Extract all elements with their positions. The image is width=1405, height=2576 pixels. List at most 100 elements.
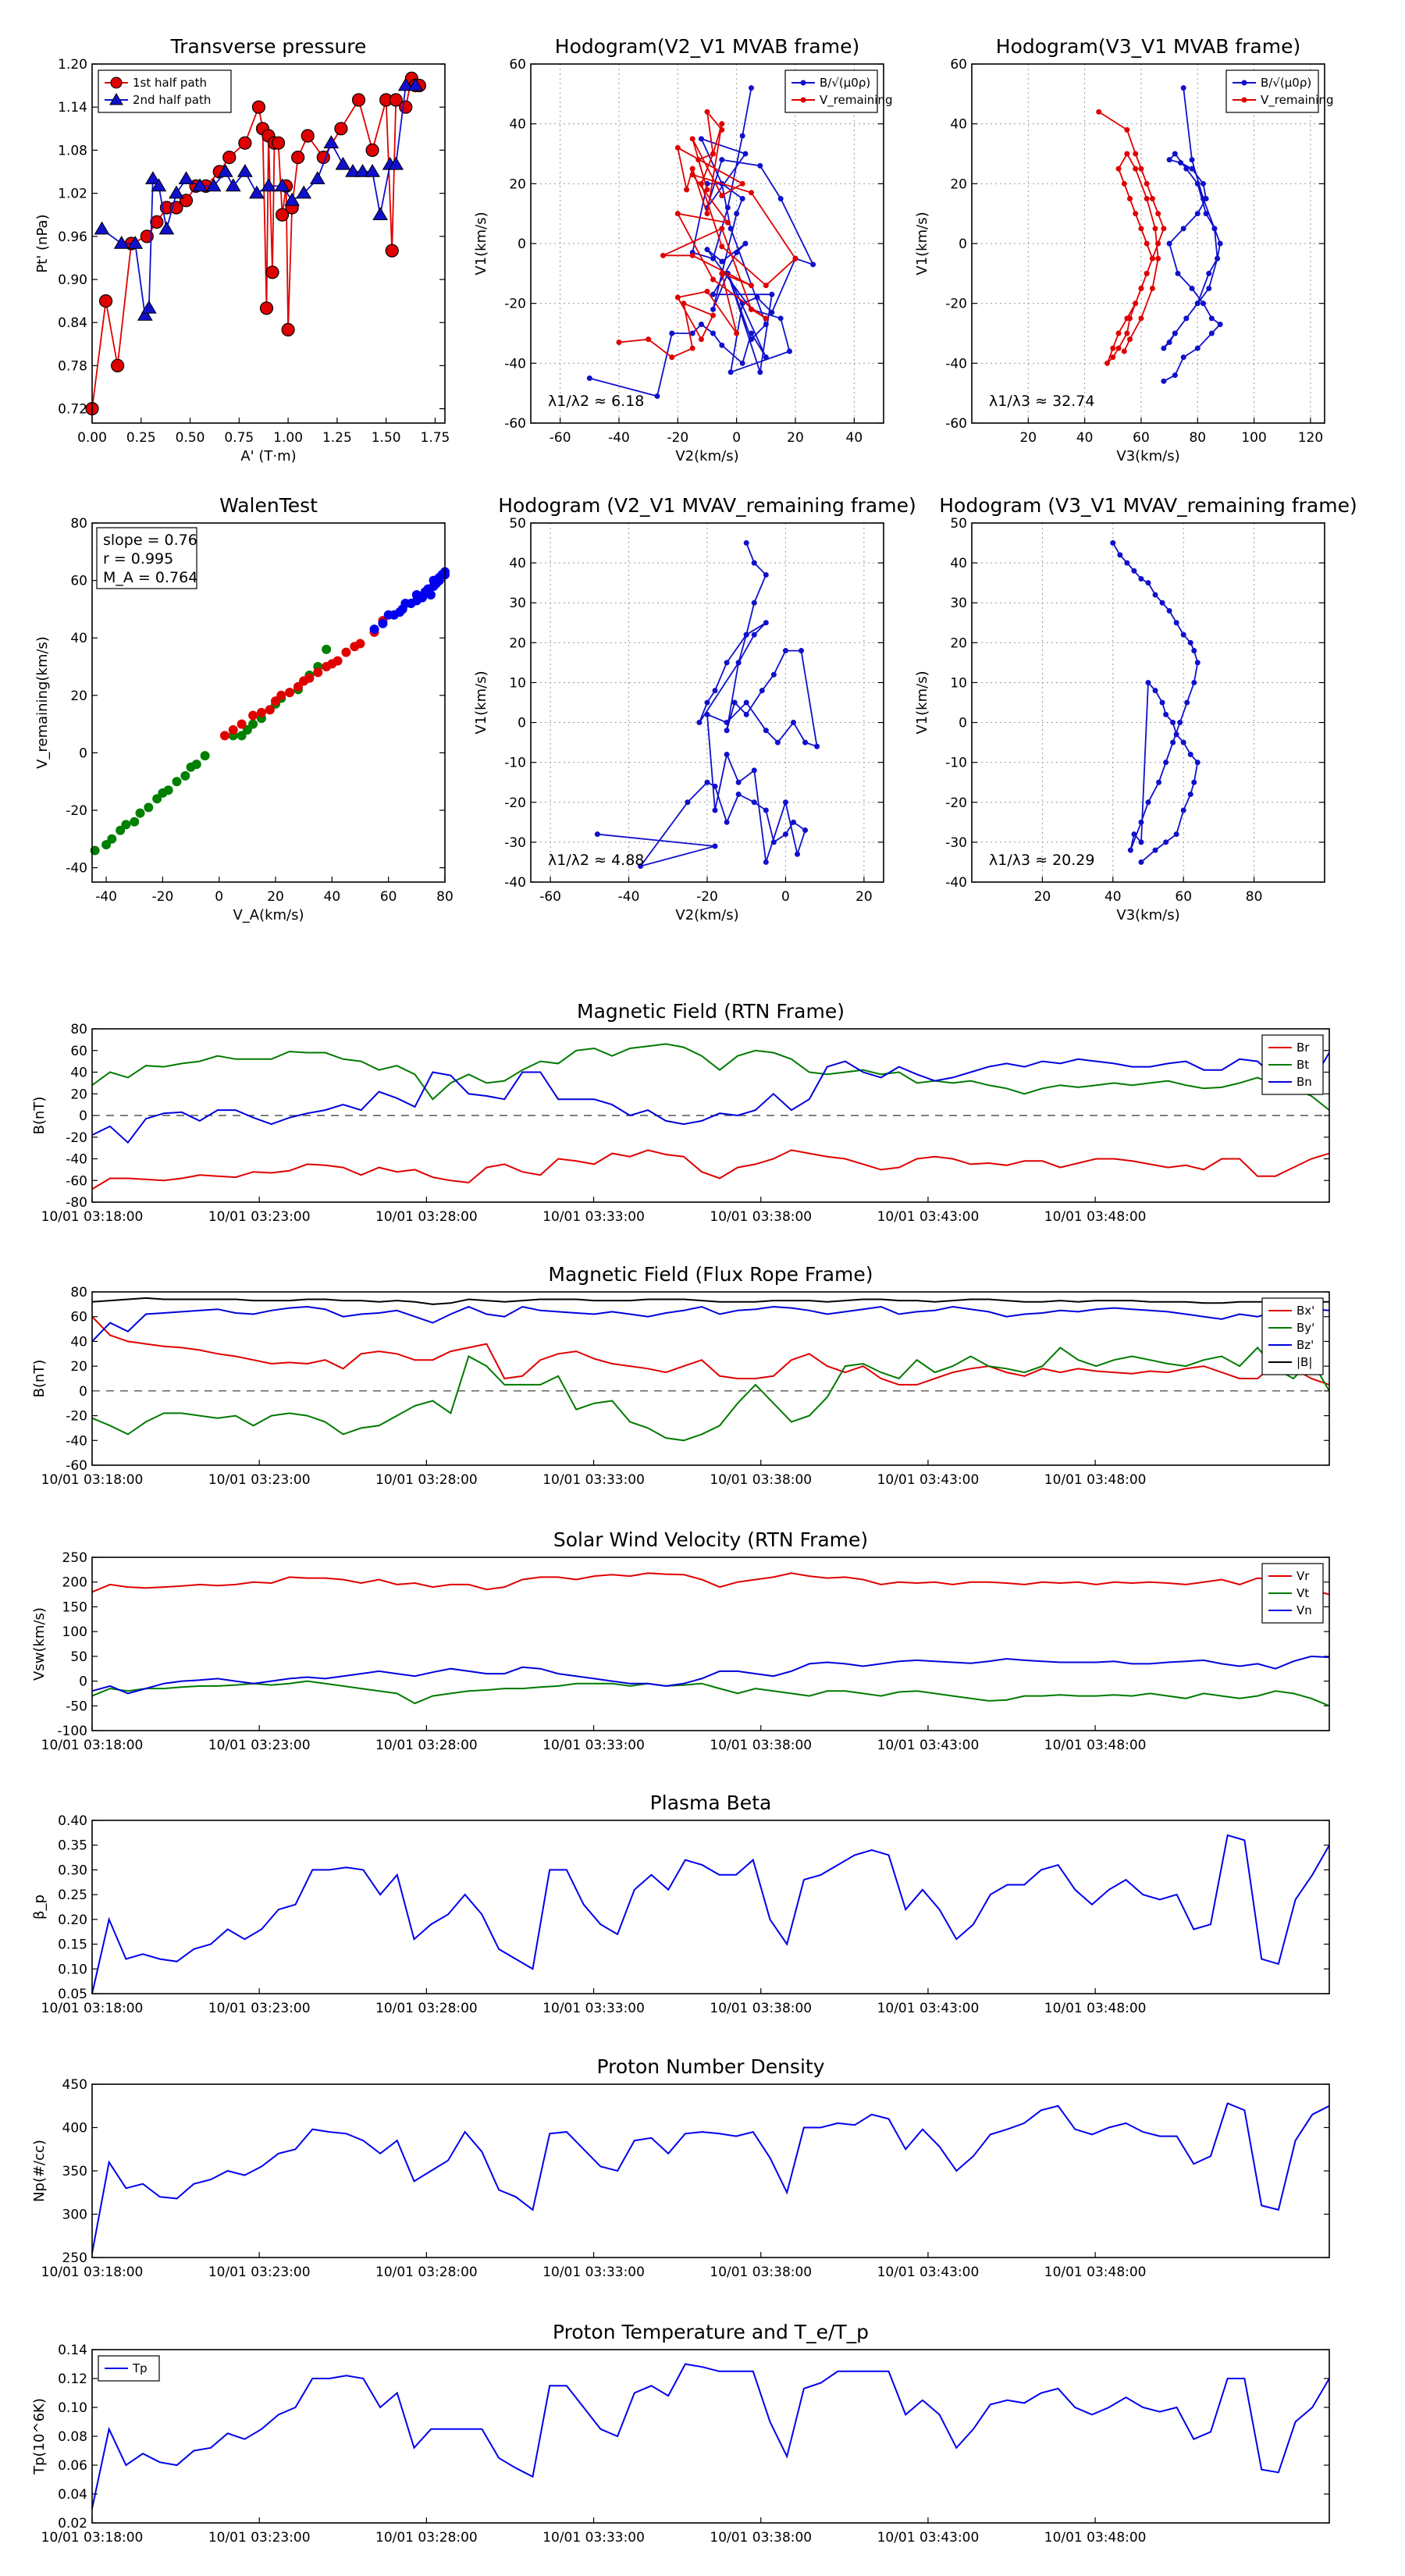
axis-frame [91, 2083, 1330, 2258]
data-point [1131, 831, 1137, 838]
y-tick-label: 60 [950, 57, 967, 73]
data-point [724, 720, 730, 726]
axis-frame [530, 63, 884, 424]
data-point [1200, 180, 1207, 187]
data-point [1117, 552, 1123, 558]
y-tick-label: 20 [70, 1359, 87, 1375]
y-tick-label: 150 [62, 1599, 87, 1615]
data-point [638, 863, 644, 870]
chart-title: Magnetic Field (RTN Frame) [577, 1000, 845, 1023]
x-tick-label: 1.25 [322, 430, 352, 446]
data-point [751, 600, 757, 606]
legend-label: Bz' [1297, 1338, 1314, 1352]
y-tick-label: 60 [70, 1044, 87, 1059]
series-line-|B| [91, 1297, 1329, 1305]
data-point [1149, 255, 1155, 262]
data-point [351, 93, 366, 107]
y-tick-label: 0.04 [58, 2487, 87, 2503]
data-point [1200, 301, 1207, 307]
data-point [1133, 301, 1139, 307]
y-tick-label: -100 [57, 1724, 87, 1739]
axis-frame [91, 1557, 1330, 1731]
y-tick-label: -20 [66, 1130, 87, 1146]
y-tick-label: 0 [79, 1674, 87, 1690]
y-tick-label: 0.20 [58, 1912, 87, 1928]
data-point [127, 236, 144, 249]
y-tick-label: -40 [504, 356, 526, 372]
y-tick-label: -40 [504, 875, 526, 891]
data-point [1180, 632, 1186, 638]
data-point [378, 618, 388, 628]
legend-label: Vr [1297, 1569, 1310, 1583]
data-point [249, 185, 265, 199]
legend: Tp [98, 2355, 160, 2382]
legend-label: Vt [1297, 1586, 1309, 1600]
x-tick-label: 10/01 03:43:00 [877, 2530, 980, 2546]
data-point [271, 696, 281, 706]
y-tick-label: 30 [950, 596, 967, 611]
legend: Vr Vt Vn [1261, 1563, 1324, 1624]
data-point [1144, 240, 1150, 247]
data-point [1170, 739, 1176, 745]
x-tick-label: 10/01 03:33:00 [542, 2265, 645, 2280]
y-tick-label: 20 [70, 1087, 87, 1102]
data-point [1191, 679, 1197, 685]
panel-p5: Hodogram (V2_V1 MVAV_remaining frame) -40… [473, 494, 916, 923]
data-point [1194, 760, 1200, 766]
legend-label: |B| [1297, 1355, 1312, 1369]
y-tick-label: 0.30 [58, 1863, 87, 1878]
y-tick-label: 50 [950, 516, 967, 532]
data-point [385, 244, 399, 258]
data-point [734, 330, 740, 336]
data-point [1152, 592, 1158, 598]
y-tick-label: 0 [959, 237, 967, 252]
x-axis-label: V2(km/s) [675, 907, 738, 923]
y-tick-label: 0.02 [58, 2516, 87, 2532]
ratio-annotation: λ1/λ2 ≈ 4.88 [548, 852, 644, 869]
data-point [1180, 354, 1186, 361]
data-point [795, 851, 801, 857]
data-point [259, 301, 274, 315]
data-point [1110, 345, 1116, 351]
x-tick-label: 10/01 03:43:00 [877, 2001, 980, 2016]
data-point [1115, 345, 1122, 351]
series-line-Bz' [91, 1305, 1330, 1343]
data-point [698, 322, 704, 327]
y-tick-label: 0.84 [58, 315, 87, 331]
data-point [192, 178, 208, 192]
data-point [710, 330, 717, 336]
x-tick-label: -40 [618, 889, 640, 905]
y-axis-label: β_p [31, 1895, 48, 1920]
data-point [1115, 330, 1122, 336]
x-tick-label: -60 [550, 430, 571, 446]
data-point [1177, 720, 1183, 726]
y-tick-label: 0.25 [58, 1888, 87, 1903]
data-point [698, 180, 704, 187]
data-point [293, 681, 303, 692]
data-point [237, 731, 247, 741]
x-tick-label: 10/01 03:23:00 [208, 2265, 311, 2280]
data-point [237, 719, 247, 729]
x-tick-label: 120 [1298, 430, 1323, 446]
data-point [710, 306, 717, 312]
y-tick-label: 400 [62, 2121, 87, 2137]
data-point [735, 660, 742, 666]
data-point [1133, 165, 1139, 172]
y-tick-label: 0.15 [58, 1937, 87, 1953]
y-tick-label: 0.08 [58, 2429, 87, 2445]
data-point [770, 671, 777, 678]
y-tick-label: 0.78 [58, 358, 87, 374]
data-point [743, 632, 749, 638]
y-tick-label: -40 [945, 875, 967, 891]
y-tick-label: -60 [66, 1458, 87, 1474]
data-point [1200, 196, 1207, 201]
data-point [777, 315, 784, 322]
data-point [333, 656, 343, 666]
data-point [369, 624, 379, 635]
data-point [792, 255, 799, 262]
chart-title: Hodogram (V3_V1 MVAV_remaining frame) [939, 494, 1357, 517]
panel-p1: Transverse pressure 0.72 0.78 0.84 0.90 0.96 1… [34, 35, 450, 464]
data-point [739, 196, 745, 201]
data-point [674, 294, 681, 301]
